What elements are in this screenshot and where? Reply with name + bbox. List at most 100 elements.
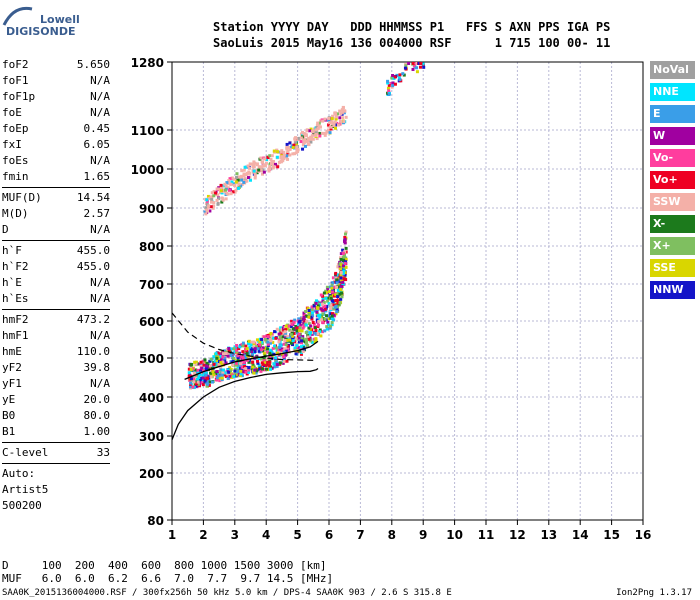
echo-point [335,278,339,282]
echo-point [249,353,253,357]
echo-point [261,339,265,343]
echo-point [294,151,298,155]
echo-point [316,332,320,336]
echo-point [220,186,224,190]
echo-point [387,89,391,93]
x-tick-label: 2 [199,528,207,542]
echo-point [232,177,236,181]
echo-point [289,333,293,337]
echo-point [257,168,261,172]
echo-point [223,371,227,375]
legend-item-w: W [650,127,695,145]
echo-point [262,359,266,363]
echo-point [238,374,242,378]
echo-point [307,136,311,140]
param-value: 14.54 [76,191,110,204]
echo-point [194,360,198,364]
echo-point [307,315,311,319]
echo-point [323,304,327,308]
echo-point [245,349,249,353]
echo-point [386,81,390,85]
echo-point [239,174,243,178]
echo-point [191,367,195,371]
param-value: N/A [90,276,110,289]
echo-point [292,336,296,340]
echo-point [278,329,282,333]
echo-point [330,303,334,307]
echo-point [218,352,222,356]
echo-point [189,368,193,372]
echo-point [324,296,328,300]
echo-point [252,169,256,173]
echo-point [300,341,304,345]
echo-point [291,334,295,338]
echo-point [203,210,207,214]
echo-point [334,115,338,119]
echo-point [299,350,303,354]
echo-point [411,62,415,65]
param-name: MUF(D) [2,191,42,204]
echo-point [254,345,258,349]
echo-point [218,191,222,195]
echo-point [259,156,263,160]
echo-point [336,265,340,269]
echo-point [240,178,244,182]
echo-point [212,194,216,198]
param-value: 110.0 [76,345,110,358]
echo-point [316,126,320,130]
echo-point [194,362,198,366]
echo-point [243,364,247,368]
echo-point [318,134,322,138]
echo-point [308,332,312,336]
echo-point [321,312,325,316]
echo-point [341,106,345,110]
echo-point [210,198,214,202]
echo-point [335,285,339,289]
echo-point [208,209,212,213]
echo-point [331,276,335,280]
echo-point [232,362,236,366]
echo-point [338,292,342,296]
echo-point [280,155,284,159]
echo-point [201,359,205,363]
echo-point [320,131,324,135]
echo-point [286,337,290,341]
echo-point [242,360,246,364]
echo-point [262,163,266,167]
echo-point [304,331,308,335]
echo-point [339,297,343,301]
echo-point [236,369,240,373]
echo-point [393,82,397,86]
echo-point [321,317,325,321]
echo-point [215,378,219,382]
echo-point [326,130,330,134]
echo-point [316,314,320,318]
echo-point [339,273,343,277]
param-name: 500200 [2,499,42,512]
echo-point [295,145,299,149]
param-value: 5.650 [76,58,110,71]
echo-point [331,290,335,294]
echo-point [273,344,277,348]
echo-point [272,362,276,366]
echo-point [235,172,239,176]
param-row: foF1p N/A [2,89,110,105]
legend-item-vo: Vo+ [650,171,695,189]
echo-point [203,379,207,383]
param-row: yF1 N/A [2,376,110,392]
echo-point [281,159,285,163]
echo-point [341,255,345,259]
echo-point [282,359,286,363]
param-row: C-level 33 [2,445,110,461]
echo-point [337,296,341,300]
echo-point [241,341,245,345]
echo-point [243,165,247,169]
echo-point [286,327,290,331]
echo-point [418,65,422,69]
echo-point [313,129,317,133]
echo-point [293,328,297,332]
echo-point [334,276,338,280]
echo-point [222,184,226,188]
echo-point [288,328,292,332]
legend-item-x: X+ [650,237,695,255]
